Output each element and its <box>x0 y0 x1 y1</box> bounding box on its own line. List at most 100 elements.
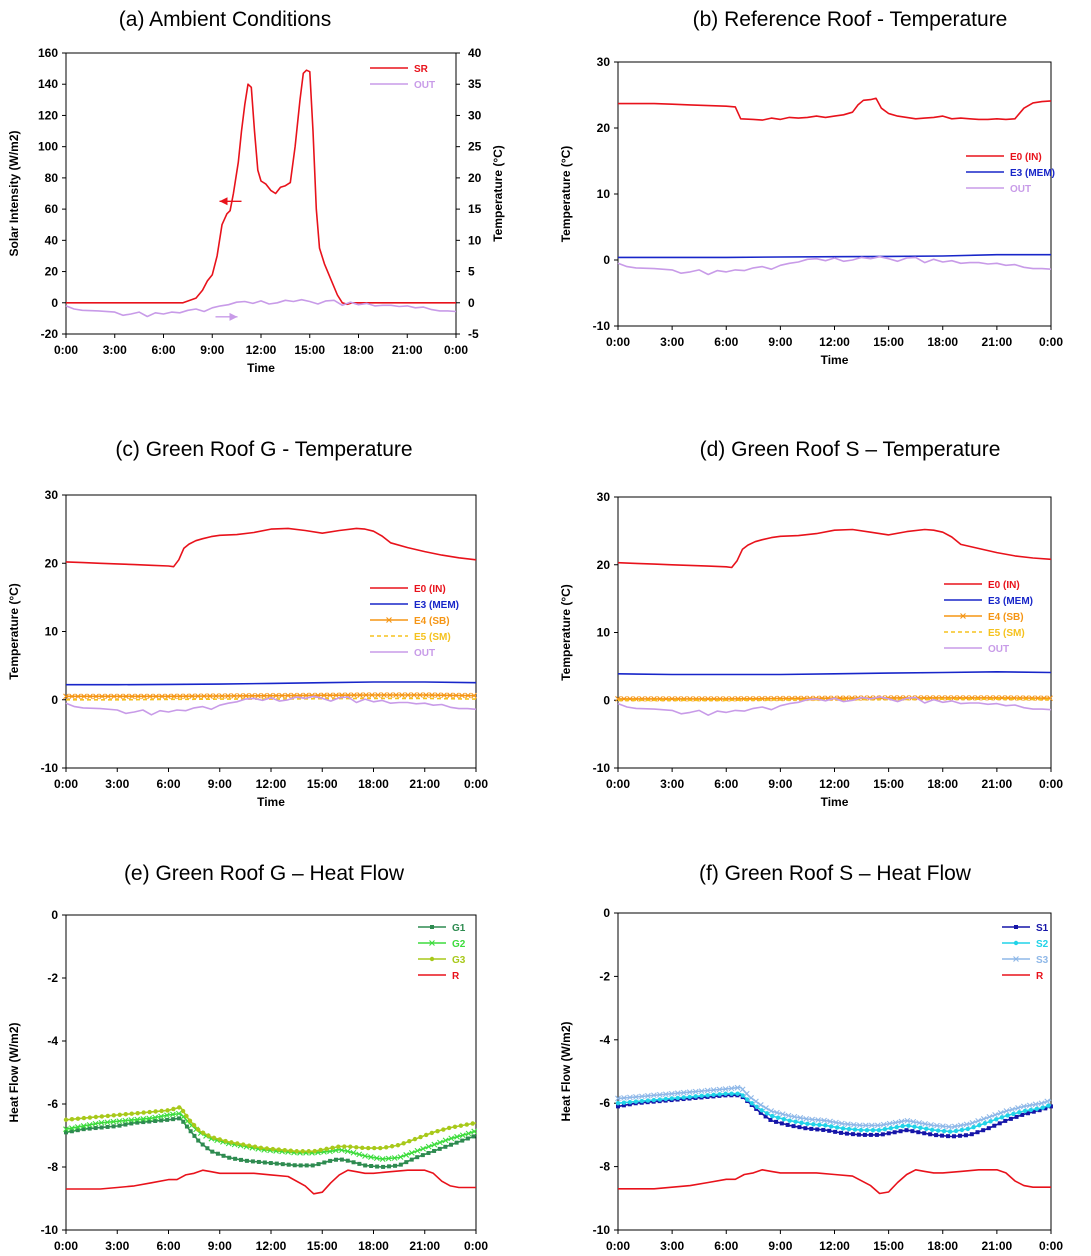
plot-frame <box>65 52 457 335</box>
x-tick-label: 21:00 <box>982 335 1013 349</box>
data-point <box>147 693 153 700</box>
data-point <box>74 1124 81 1130</box>
data-point <box>1028 1107 1034 1113</box>
x-tick-label: 9:00 <box>208 1239 232 1253</box>
data-point <box>874 1132 879 1137</box>
y-tick-label: -2 <box>599 969 610 983</box>
data-point <box>441 692 447 699</box>
data-point <box>633 1099 639 1104</box>
data-point <box>809 1126 814 1131</box>
data-point <box>929 1127 935 1133</box>
y-tick-label: -10 <box>593 1223 611 1237</box>
data-point <box>354 1145 359 1150</box>
data-point <box>992 1123 997 1128</box>
data-point <box>217 1137 222 1142</box>
data-point <box>791 1113 798 1120</box>
data-point <box>69 1125 75 1131</box>
data-point <box>158 1113 164 1120</box>
data-point <box>304 1163 309 1168</box>
data-point <box>675 1095 680 1101</box>
data-point <box>140 1116 147 1122</box>
data-point <box>757 1102 764 1108</box>
data-point <box>953 1128 959 1134</box>
data-point <box>206 1133 211 1138</box>
x-tick-label: 18:00 <box>927 777 958 791</box>
data-point <box>745 1097 750 1102</box>
data-point <box>904 1128 909 1133</box>
data-point <box>779 1111 786 1118</box>
data-point <box>443 1144 448 1149</box>
x-tick-label: 9:00 <box>768 777 792 791</box>
x-axis-label: Time <box>247 361 275 375</box>
data-point <box>177 1116 182 1121</box>
data-point <box>728 1085 735 1092</box>
legend-label: SR <box>414 64 429 75</box>
data-point <box>711 1092 716 1097</box>
data-point <box>775 1115 781 1120</box>
data-point <box>262 1160 267 1165</box>
data-point <box>93 693 99 700</box>
legend-label: E3 (MEM) <box>414 600 459 611</box>
y2-tick-label: 0 <box>468 296 475 310</box>
data-point <box>797 1114 804 1121</box>
data-point <box>821 1127 826 1132</box>
data-point <box>418 1134 423 1140</box>
data-point <box>159 1108 164 1114</box>
data-point <box>935 1128 941 1133</box>
data-point <box>86 1121 93 1128</box>
data-point <box>117 1123 122 1128</box>
x-axis-label: Time <box>821 353 849 367</box>
data-point <box>876 1127 882 1133</box>
data-point <box>1003 1108 1010 1114</box>
x-tick-label: 6:00 <box>714 1239 738 1253</box>
data-point <box>75 1128 80 1133</box>
data-point <box>910 1129 915 1134</box>
data-point <box>734 1084 741 1091</box>
data-point <box>383 1145 389 1150</box>
data-point <box>898 1129 903 1134</box>
x-tick-label: 15:00 <box>294 343 325 357</box>
y-tick-label: 60 <box>45 202 59 216</box>
data-point <box>288 1148 293 1153</box>
data-point <box>213 693 219 699</box>
data-point <box>693 1094 698 1099</box>
data-point <box>246 1143 252 1148</box>
data-point <box>959 1127 965 1133</box>
data-point <box>63 1126 69 1133</box>
legend-label: G3 <box>452 955 466 966</box>
legend-label: OUT <box>414 648 435 659</box>
data-point <box>227 1155 232 1160</box>
panel-b: (b) Reference Roof - Temperature -10 0 10 20… <box>559 8 1063 367</box>
panel-c: (c) Green Roof G - Temperature -10 0 10 20 30… <box>7 438 488 809</box>
data-point <box>252 1144 258 1149</box>
data-point <box>986 1126 991 1131</box>
plot-frame <box>617 912 1052 1231</box>
legend-marker <box>386 617 392 623</box>
data-point <box>779 1121 784 1126</box>
data-point <box>1031 1109 1036 1114</box>
data-point <box>464 1122 469 1127</box>
data-point <box>850 1132 855 1137</box>
panel-title: (d) Green Roof S – Temperature <box>700 438 1001 461</box>
data-point <box>657 1097 663 1102</box>
data-point <box>656 1091 663 1098</box>
data-point <box>459 692 465 699</box>
data-point <box>894 1124 899 1130</box>
data-point <box>941 1128 947 1134</box>
data-point <box>375 692 381 698</box>
data-point <box>98 1119 105 1126</box>
data-point <box>129 693 135 700</box>
data-point <box>200 1142 205 1147</box>
data-point <box>306 1149 311 1154</box>
data-point <box>229 1140 234 1145</box>
data-point <box>181 1119 186 1124</box>
data-point <box>99 1114 105 1119</box>
data-point <box>177 693 183 700</box>
data-point <box>387 1164 392 1169</box>
data-point <box>957 1133 962 1138</box>
data-point <box>910 1118 917 1125</box>
data-point <box>754 1104 760 1110</box>
y-tick-label: 10 <box>45 625 59 639</box>
y-tick-label: -10 <box>41 1223 59 1237</box>
data-point <box>429 1130 435 1136</box>
